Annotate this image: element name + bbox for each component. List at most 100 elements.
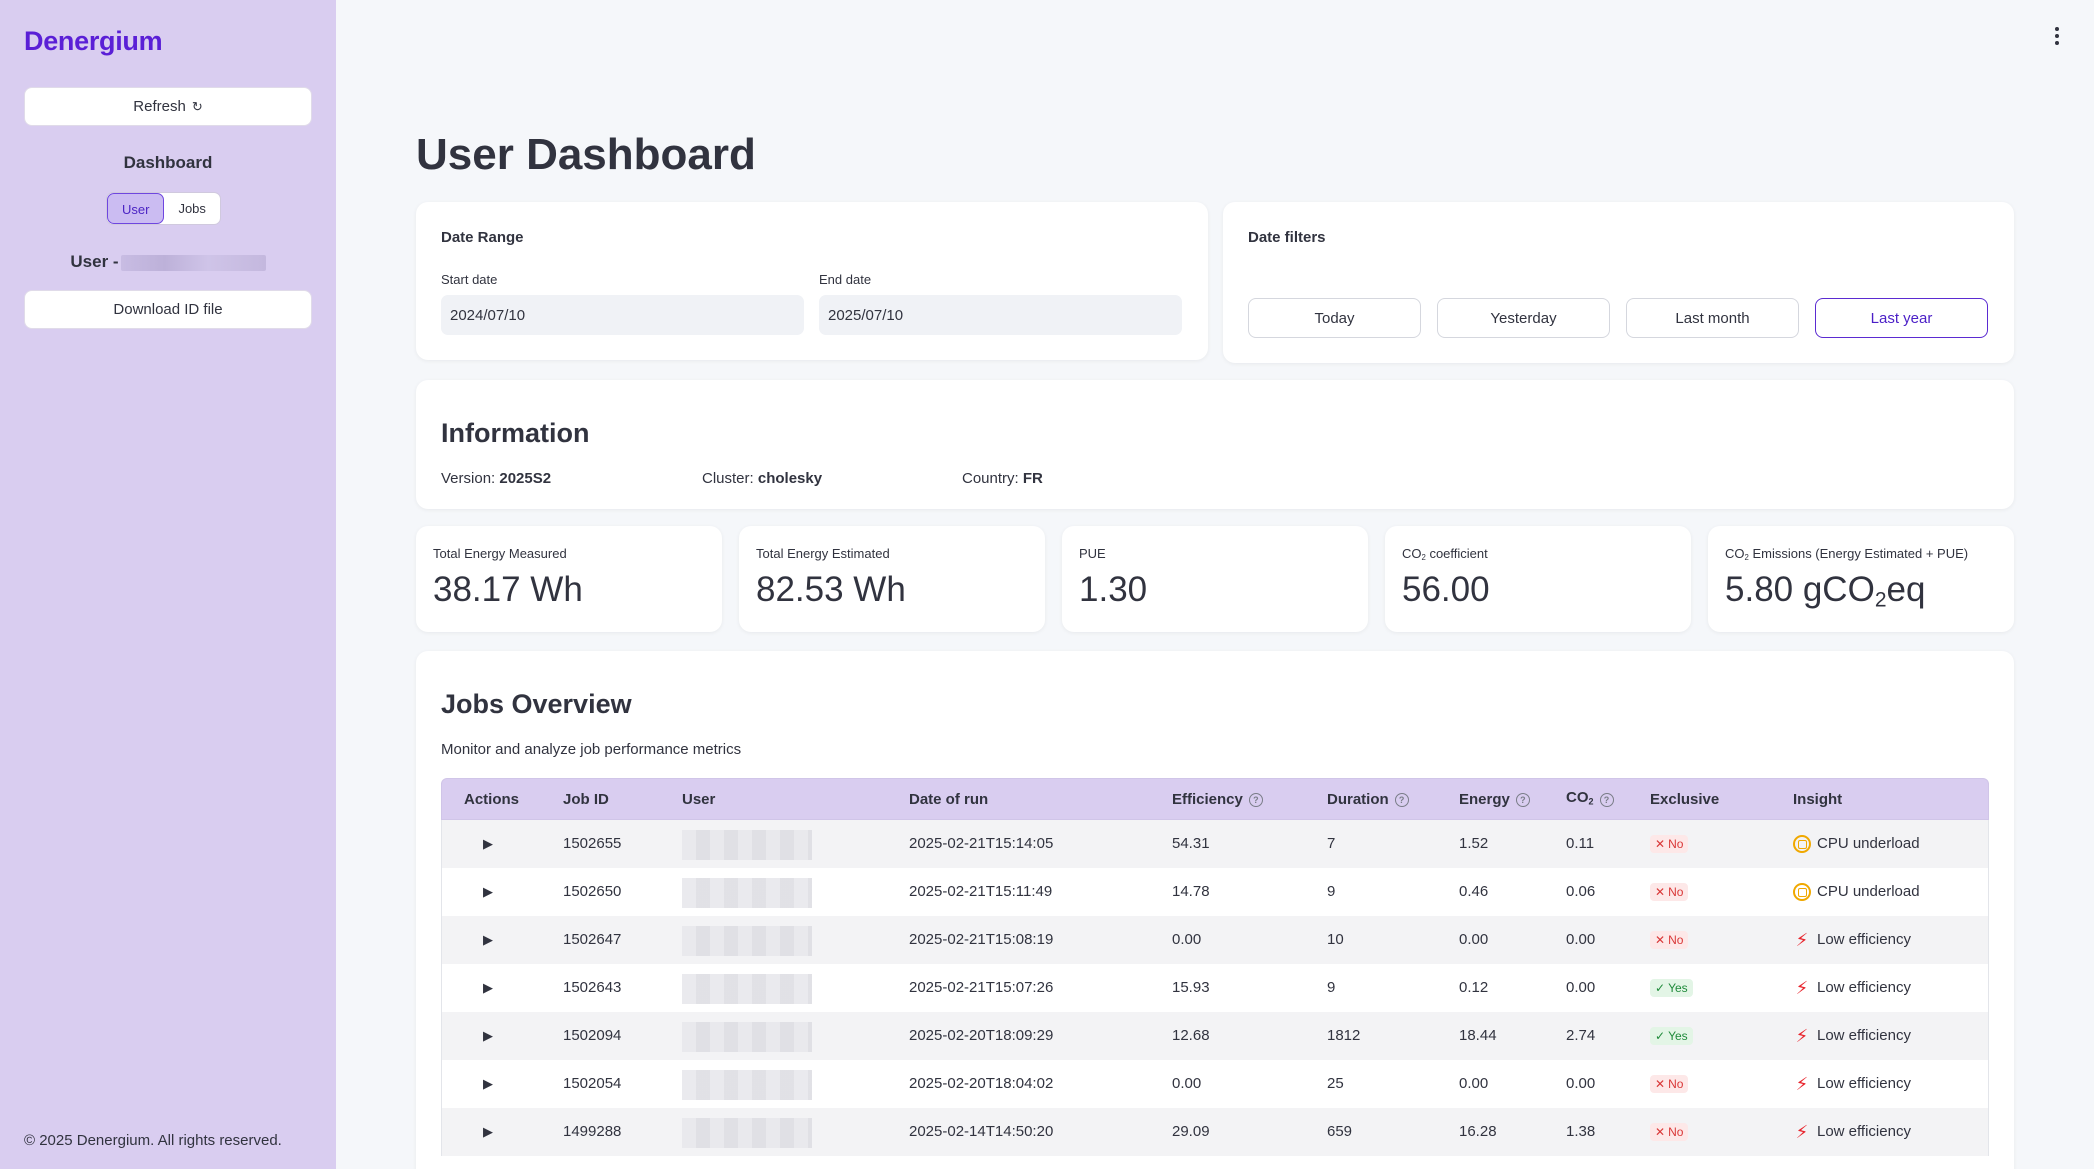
help-icon[interactable]: ? xyxy=(1248,793,1263,807)
cell-energy: 0.46 xyxy=(1459,883,1489,900)
cell-energy: 0.12 xyxy=(1459,979,1489,996)
tab-jobs[interactable]: Jobs xyxy=(178,201,206,216)
version-info: Version: 2025S2 xyxy=(441,470,551,487)
cell-job-id: 1502650 xyxy=(563,883,622,900)
expand-row-button[interactable]: ▶ xyxy=(483,868,493,916)
country-value: FR xyxy=(1022,470,1043,487)
insight-label: Low efficiency xyxy=(1817,931,1911,948)
redacted-username xyxy=(120,254,266,271)
table-row[interactable]: ▶ 1502643 2025-02-21T15:07:26 15.93 9 0.12 0.0… xyxy=(441,964,1989,1012)
end-date-input[interactable]: 2025/07/10 xyxy=(819,295,1182,335)
lightning-bolt-icon: ⚡ xyxy=(1795,930,1809,950)
cell-date-of-run: 2025-02-21T15:11:49 xyxy=(909,883,1053,900)
expand-row-button[interactable]: ▶ xyxy=(483,916,493,964)
exclusive-badge-label: No xyxy=(1668,1077,1684,1092)
table-row[interactable]: ▶ 1502650 2025-02-21T15:11:49 14.78 9 0.46 0.0… xyxy=(441,868,1989,916)
cell-energy: 0.00 xyxy=(1459,931,1489,948)
cell-efficiency: 0.00 xyxy=(1172,931,1202,948)
exclusive-badge: ✕ No xyxy=(1650,1075,1689,1094)
help-icon[interactable]: ? xyxy=(1599,793,1614,807)
table-row[interactable]: ▶ 1502655 2025-02-21T15:14:05 54.31 7 1.52 0.1… xyxy=(441,820,1989,868)
cell-insight: CPU underload xyxy=(1793,820,1920,868)
help-icon[interactable]: ? xyxy=(1394,793,1409,807)
lightning-bolt-icon: ⚡ xyxy=(1795,1074,1809,1094)
redacted-user-cell xyxy=(682,1070,812,1100)
cell-efficiency: 29.09 xyxy=(1172,1123,1210,1140)
exclusive-badge: ✓ Yes xyxy=(1650,979,1693,998)
header-co2-sub: 2 xyxy=(1588,796,1594,807)
play-icon: ▶ xyxy=(483,1028,493,1043)
header-exclusive[interactable]: Exclusive xyxy=(1650,791,1720,808)
exclusive-badge-label: No xyxy=(1668,1125,1684,1140)
expand-row-button[interactable]: ▶ xyxy=(483,820,493,868)
filter-yesterday-button[interactable]: Yesterday xyxy=(1437,298,1610,338)
date-range-card: Date Range Start date 2024/07/10 End dat… xyxy=(416,202,1208,360)
cell-date-of-run: 2025-02-21T15:14:05 xyxy=(909,835,1054,852)
cell-insight: ⚡ Low efficiency xyxy=(1793,1108,1911,1156)
exclusive-badge: ✕ No xyxy=(1650,835,1689,854)
lightning-bolt-icon: ⚡ xyxy=(1795,978,1809,998)
expand-row-button[interactable]: ▶ xyxy=(483,964,493,1012)
header-co2-part: CO xyxy=(1566,789,1589,807)
header-energy-label: Energy xyxy=(1459,791,1510,808)
expand-row-button[interactable]: ▶ xyxy=(483,1060,493,1108)
header-date-of-run[interactable]: Date of run xyxy=(909,791,989,808)
header-actions[interactable]: Actions xyxy=(464,791,520,808)
header-co2[interactable]: CO2? xyxy=(1566,779,1614,821)
cell-efficiency: 15.93 xyxy=(1172,979,1210,996)
cpu-icon xyxy=(1793,883,1811,901)
cell-duration: 9 xyxy=(1327,979,1336,996)
table-row[interactable]: ▶ 1499288 2025-02-14T14:50:20 29.09 659 16.28… xyxy=(441,1108,1989,1156)
play-icon: ▶ xyxy=(483,932,493,947)
metric-label-part: CO xyxy=(1725,546,1745,561)
start-date-input[interactable]: 2024/07/10 xyxy=(441,295,804,335)
cell-job-id: 1499288 xyxy=(563,1123,622,1140)
header-insight[interactable]: Insight xyxy=(1793,791,1843,808)
table-row[interactable]: ▶ 1502094 2025-02-20T18:09:29 12.68 1812 18.4… xyxy=(441,1012,1989,1060)
cross-icon: ✕ xyxy=(1655,1077,1666,1092)
header-efficiency[interactable]: Efficiency? xyxy=(1172,779,1263,821)
filter-last-year-button[interactable]: Last year xyxy=(1815,298,1988,338)
expand-row-button[interactable]: ▶ xyxy=(483,1108,493,1156)
metric-value: 5.80 gCO2eq xyxy=(1725,570,1925,612)
cell-job-id: 1502054 xyxy=(563,1075,622,1092)
redacted-user-cell xyxy=(682,830,812,860)
header-user[interactable]: User xyxy=(682,791,716,808)
header-job-id[interactable]: Job ID xyxy=(563,791,609,808)
date-filters-card: Date filters xyxy=(1223,202,2014,363)
copyright-footer: © 2025 Denergium. All rights reserved. xyxy=(24,1132,282,1149)
header-energy[interactable]: Energy? xyxy=(1459,779,1530,821)
cell-efficiency: 12.68 xyxy=(1172,1027,1210,1044)
table-row[interactable]: ▶ 1502647 2025-02-21T15:08:19 0.00 10 0.00 0.0… xyxy=(441,916,1989,964)
cell-co2: 1.38 xyxy=(1566,1123,1596,1140)
lightning-bolt-icon: ⚡ xyxy=(1795,1122,1809,1142)
cell-co2: 0.11 xyxy=(1566,835,1595,852)
exclusive-badge: ✕ No xyxy=(1650,1123,1689,1142)
filter-last-month-button[interactable]: Last month xyxy=(1626,298,1799,338)
download-id-file-button[interactable]: Download ID file xyxy=(24,290,312,329)
tab-user[interactable]: User xyxy=(107,193,165,224)
logo: Denergium xyxy=(24,26,163,56)
information-card: Information xyxy=(416,380,2014,509)
cell-exclusive: ✕ No xyxy=(1650,916,1689,964)
exclusive-badge-label: Yes xyxy=(1668,1029,1688,1044)
help-icon[interactable]: ? xyxy=(1515,793,1530,807)
expand-row-button[interactable]: ▶ xyxy=(483,1012,493,1060)
metric-label-sub: 2 xyxy=(1421,552,1426,562)
cluster-value: cholesky xyxy=(757,470,823,487)
metric-label-part: CO xyxy=(1402,546,1422,561)
cell-job-id: 1502094 xyxy=(563,1027,622,1044)
cell-co2: 0.00 xyxy=(1566,931,1596,948)
country-info: Country: FR xyxy=(962,470,1043,487)
metric-value: 82.53 Wh xyxy=(756,570,906,609)
metric-label: Total Energy Measured xyxy=(433,546,567,561)
main-menu-icon[interactable] xyxy=(2048,24,2066,48)
cell-insight: CPU underload xyxy=(1793,868,1920,916)
header-duration[interactable]: Duration? xyxy=(1327,779,1409,821)
cell-job-id: 1502647 xyxy=(563,931,622,948)
header-efficiency-label: Efficiency xyxy=(1172,791,1243,808)
table-row[interactable]: ▶ 1502054 2025-02-20T18:04:02 0.00 25 0.00 0.0… xyxy=(441,1060,1989,1108)
refresh-button[interactable]: Refresh ↻ xyxy=(24,87,312,126)
filter-today-button[interactable]: Today xyxy=(1248,298,1421,338)
metric-value-part: eq xyxy=(1886,570,1926,609)
